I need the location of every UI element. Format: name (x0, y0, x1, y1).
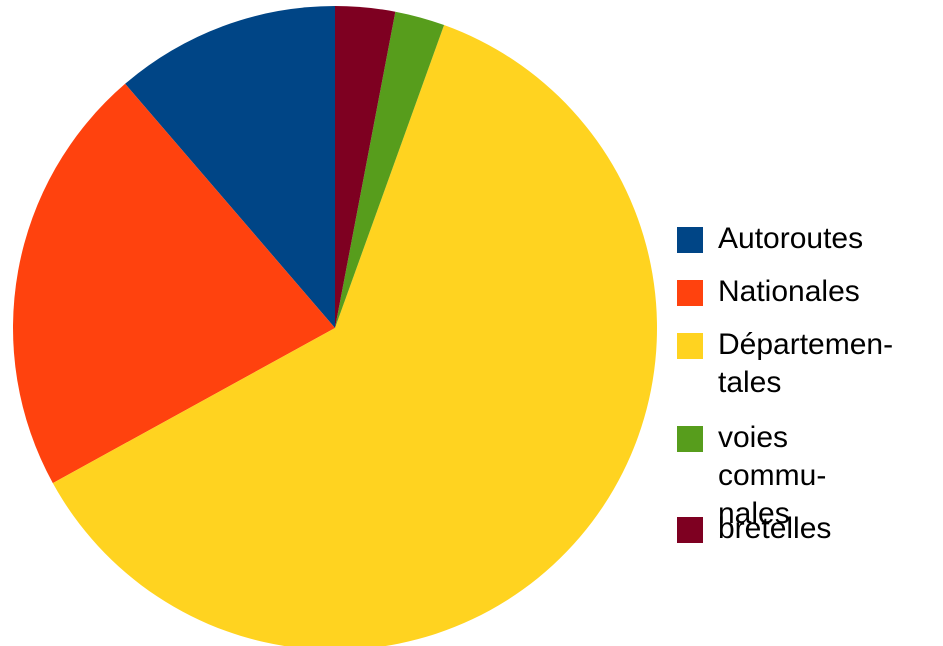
legend-swatch (677, 280, 703, 306)
pie-slice-departemen-tales (52, 25, 657, 646)
legend-label: Nationales (718, 275, 860, 308)
pie-slice-voies-commu-nales (335, 11, 445, 328)
legend-swatch (677, 333, 703, 359)
pie-slices (13, 5, 657, 646)
legend-label: Autoroutes (718, 222, 864, 255)
legend-swatch (677, 227, 703, 253)
legend-swatch (677, 426, 703, 452)
legend-swatch (677, 517, 703, 543)
legend-label: Départemen-tales (718, 328, 894, 399)
legend-label: voies commu-nales (718, 421, 827, 530)
legend-label: bretelles (718, 512, 832, 545)
pie-slice-nationales (13, 83, 335, 484)
pie-slice-bretelles (335, 5, 396, 328)
pie-slice-autoroutes (125, 6, 335, 328)
